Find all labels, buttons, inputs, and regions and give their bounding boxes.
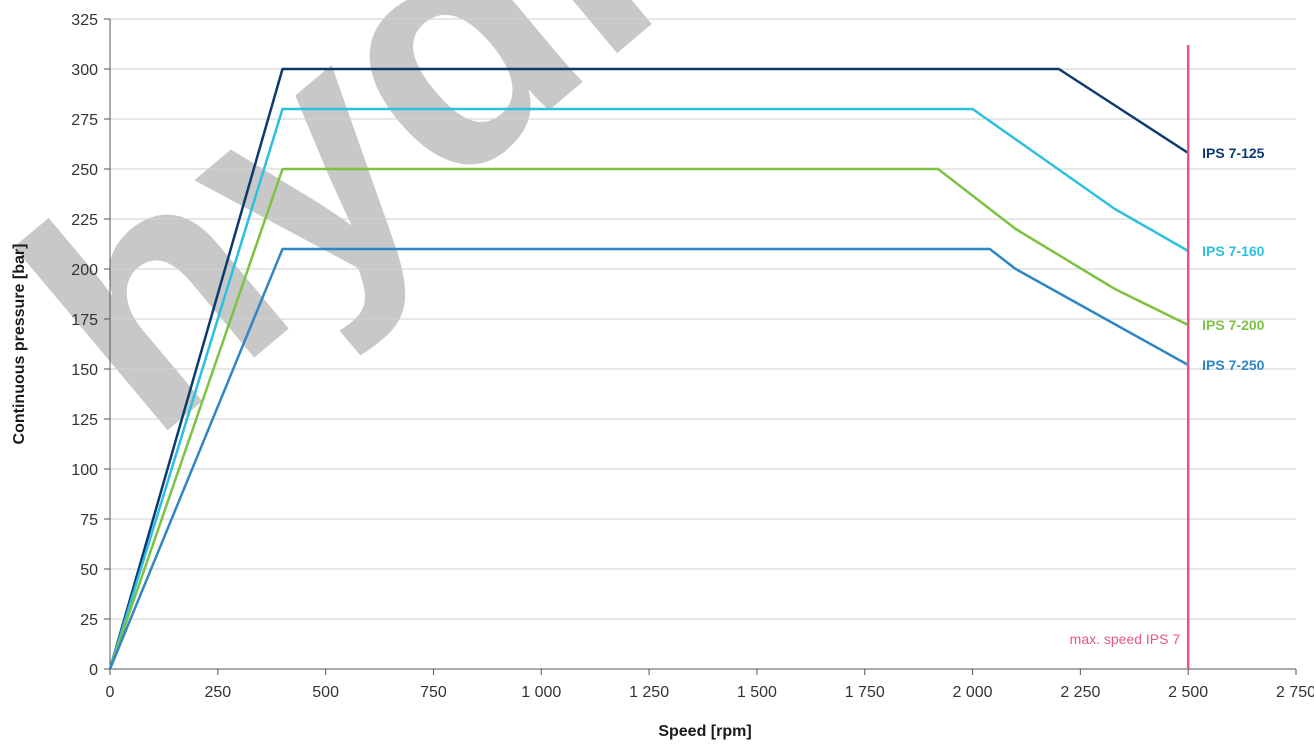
series-label-ips-7-250: IPS 7-250 [1202,357,1264,373]
y-tick-label: 325 [71,12,98,29]
series-line-ips-7-250 [108,247,1189,670]
series-line-ips-7-160 [108,107,1189,670]
y-tick-label: 150 [71,362,98,379]
y-axis-title: Continuous pressure [bar] [11,244,28,445]
x-axis-title: Speed [rpm] [658,723,751,740]
series-label-ips-7-160: IPS 7-160 [1202,243,1264,259]
x-tick-label: 2 500 [1168,684,1208,701]
y-tick-label: 275 [71,112,98,129]
y-tick-label: 0 [89,662,98,679]
x-tick-label: 500 [312,684,339,701]
x-ticks: 0 250 500 750 1 000 1 250 1 500 1 750 2 000 2 250… [106,669,1314,701]
series-label-ips-7-200: IPS 7-200 [1202,317,1264,333]
max-speed-label: max. speed IPS 7 [1070,631,1181,647]
y-tick-label: 75 [80,512,98,529]
y-tick-label: 225 [71,212,98,229]
x-tick-label: 2 750 [1276,684,1314,701]
x-tick-label: 2 000 [953,684,993,701]
max-speed-marker: max. speed IPS 7 [1070,45,1190,669]
axes [109,19,1296,670]
y-tick-label: 200 [71,262,98,279]
series-line-ips-7-125 [108,67,1189,670]
series-label-ips-7-125: IPS 7-125 [1202,145,1264,161]
y-tick-label: 125 [71,412,98,429]
x-tick-label: 750 [420,684,447,701]
x-tick-label: 1 250 [629,684,669,701]
series-lines [108,67,1189,670]
series-line-ips-7-200 [108,167,1189,670]
y-tick-label: 175 [71,312,98,329]
x-tick-label: 0 [106,684,115,701]
x-tick-label: 1 500 [737,684,777,701]
x-tick-label: 1 750 [845,684,885,701]
y-ticks: 0 25 50 75 100 125 150 175 200 225 250 275 300 325 [71,12,110,679]
y-tick-label: 25 [80,612,98,629]
y-tick-label: 300 [71,62,98,79]
series-labels: IPS 7-125 IPS 7-160 IPS 7-200 IPS 7-250 [1202,145,1264,373]
y-tick-label: 50 [80,562,98,579]
x-tick-label: 250 [204,684,231,701]
x-tick-label: 2 250 [1060,684,1100,701]
y-tick-label: 100 [71,462,98,479]
x-tick-label: 1 000 [521,684,561,701]
y-tick-label: 250 [71,162,98,179]
